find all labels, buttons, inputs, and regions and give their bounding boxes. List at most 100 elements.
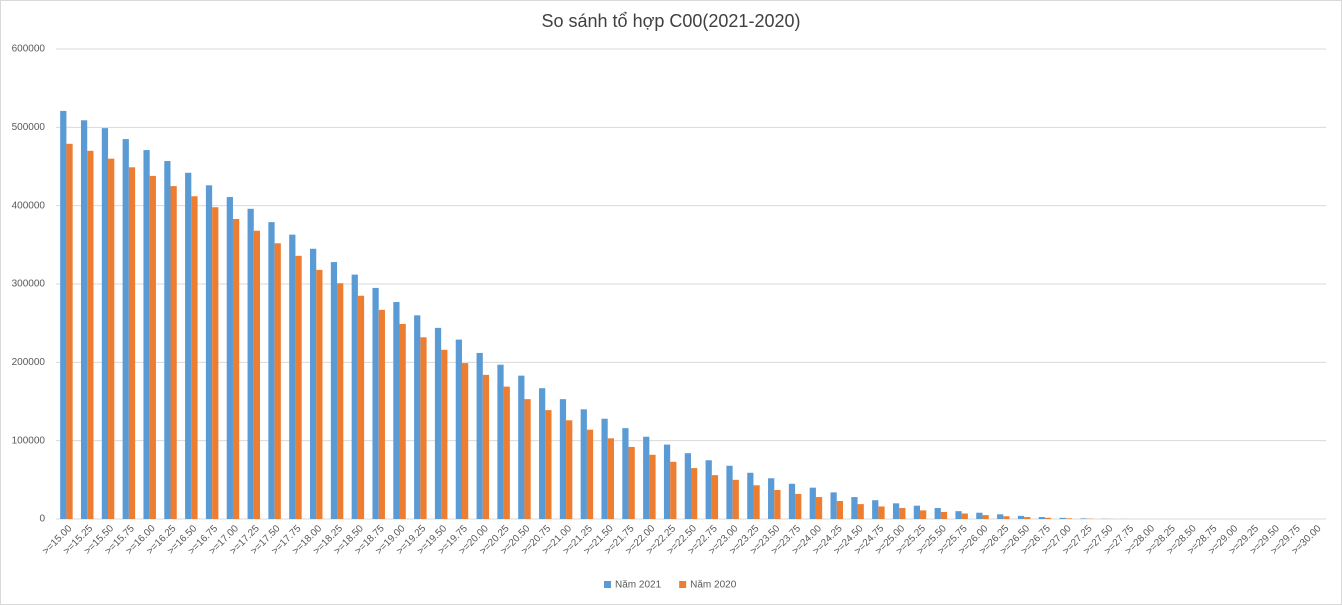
bar [441, 349, 448, 519]
bar [434, 327, 442, 519]
bar [143, 150, 150, 520]
bar [351, 274, 358, 519]
y-tick-label: 100000 [12, 435, 46, 446]
bar [1044, 517, 1052, 519]
bar [149, 175, 156, 519]
bar [622, 428, 629, 519]
bar [247, 208, 254, 520]
bar [310, 248, 317, 519]
bar [711, 475, 719, 519]
bar [913, 505, 921, 519]
bar [768, 478, 775, 519]
bar [559, 399, 567, 519]
bar [997, 514, 1004, 519]
bar [378, 309, 385, 519]
bar [566, 420, 573, 519]
bar [830, 492, 837, 519]
bar [539, 388, 546, 519]
bar [253, 230, 261, 519]
bar [1080, 518, 1087, 519]
legend-label: Năm 2020 [690, 580, 737, 591]
bar [337, 283, 344, 519]
bar [1065, 518, 1072, 519]
bar [705, 460, 712, 519]
y-tick-label: 500000 [12, 122, 46, 133]
bar [961, 513, 968, 519]
bar [920, 510, 927, 519]
bar [878, 506, 885, 519]
bar [295, 255, 302, 520]
bar [414, 315, 421, 519]
bar [1017, 515, 1025, 519]
bar [289, 234, 296, 519]
bar [455, 339, 462, 519]
bar [497, 364, 504, 519]
bar [851, 497, 858, 519]
bar [518, 375, 525, 519]
bar [420, 337, 427, 519]
bar [601, 418, 608, 519]
bar [128, 167, 136, 520]
bar [732, 479, 739, 519]
bar [795, 493, 802, 519]
bar [66, 143, 73, 520]
bar [357, 295, 365, 519]
bar [940, 511, 948, 519]
bar [809, 487, 816, 519]
bar [122, 139, 129, 520]
bar [274, 243, 281, 519]
bar [691, 468, 698, 519]
bar [482, 374, 490, 519]
bar [684, 453, 691, 519]
bar [226, 197, 233, 520]
bar [170, 186, 177, 520]
y-tick-label: 400000 [12, 200, 46, 211]
bar [461, 363, 469, 519]
bar [212, 207, 219, 519]
bar [108, 158, 115, 519]
bar [670, 461, 677, 519]
bar [663, 444, 671, 519]
bar [191, 196, 198, 519]
legend-swatch [604, 581, 611, 588]
y-tick-label: 200000 [12, 357, 46, 368]
bar [1003, 516, 1010, 519]
bar [976, 512, 983, 519]
bar [164, 161, 171, 519]
bar [185, 172, 192, 519]
y-tick-label: 300000 [12, 279, 46, 290]
bar [268, 222, 275, 519]
bar [726, 465, 733, 519]
bar [982, 515, 989, 519]
bar [399, 323, 406, 519]
bar [101, 128, 109, 519]
bar [80, 120, 88, 520]
bar [545, 410, 552, 519]
y-tick-label: 0 [39, 514, 45, 525]
bar [524, 399, 531, 519]
bar [934, 508, 941, 519]
chart-title: So sánh tổ hợp C00(2021-2020) [542, 11, 801, 31]
bar [580, 409, 587, 519]
bar [503, 386, 510, 519]
bar [955, 511, 962, 519]
bar [87, 150, 94, 520]
bar [232, 218, 240, 519]
legend-swatch [679, 581, 687, 588]
bar [60, 110, 67, 519]
y-tick-label: 600000 [12, 44, 46, 55]
bar [607, 438, 614, 519]
bar [872, 500, 879, 519]
bar [788, 483, 796, 519]
bar [643, 436, 650, 519]
bar [476, 352, 483, 519]
bar [628, 446, 635, 519]
bar [774, 490, 781, 519]
bar [586, 429, 594, 519]
bar [205, 185, 213, 520]
bar [649, 454, 656, 519]
bar [753, 485, 760, 519]
bar [1059, 517, 1066, 519]
bar [836, 500, 843, 519]
bar [899, 508, 906, 519]
